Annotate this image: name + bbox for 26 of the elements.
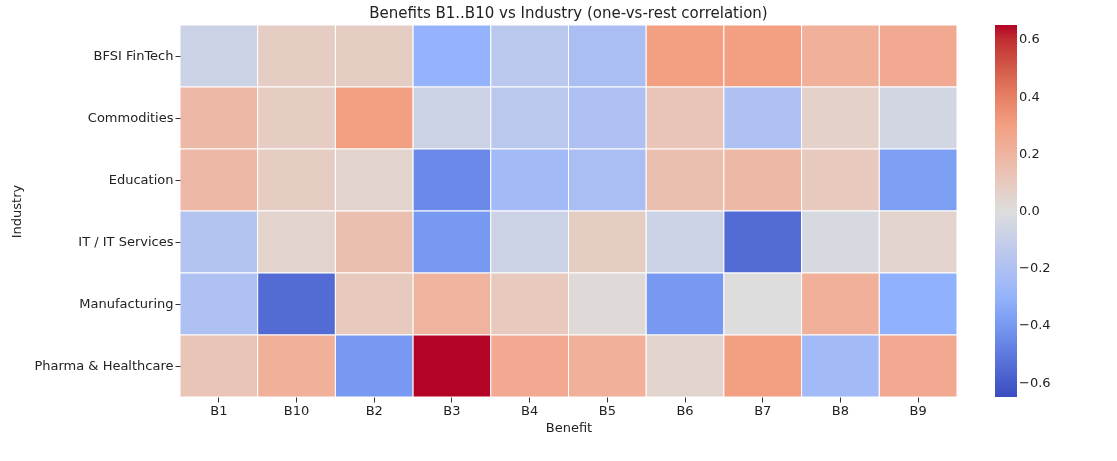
x-tick-label: B9 (909, 402, 927, 418)
x-tick-label: B4 (521, 402, 539, 418)
y-tick-label: Commodities (87, 110, 174, 125)
x-tick-label: B7 (754, 402, 772, 418)
x-tick-label: B10 (283, 402, 310, 418)
y-axis-title: Industry (9, 184, 25, 239)
color-bar-label: 0.2 (1019, 145, 1040, 161)
x-tick-label: B3 (443, 402, 461, 418)
color-bar-label: 0.6 (1019, 31, 1040, 47)
color-bar-label: 0.4 (1019, 88, 1040, 104)
y-tick-label: Manufacturing (79, 296, 174, 311)
y-tick-label: Pharma & Healthcare (34, 358, 174, 373)
x-tick-label: B1 (210, 402, 228, 418)
color-bar-label: −0.2 (1019, 260, 1051, 276)
x-axis-title: Benefit (545, 419, 593, 435)
chart-title: Benefits B1..B10 vs Industry (one-vs-rest correlation) (369, 3, 768, 22)
y-tick-label: BFSI FinTech (93, 48, 174, 63)
x-tick-label: B2 (365, 402, 383, 418)
color-bar-label: −0.4 (1019, 317, 1051, 333)
x-tick-label: B6 (676, 402, 694, 418)
y-tick-label: IT / IT Services (78, 234, 174, 249)
color-bar-label: 0.0 (1019, 203, 1040, 218)
y-tick-label: Education (108, 172, 174, 187)
x-tick-label: B8 (831, 402, 850, 418)
x-tick-label: B5 (598, 402, 616, 418)
color-bar-label: −0.6 (1019, 374, 1051, 390)
